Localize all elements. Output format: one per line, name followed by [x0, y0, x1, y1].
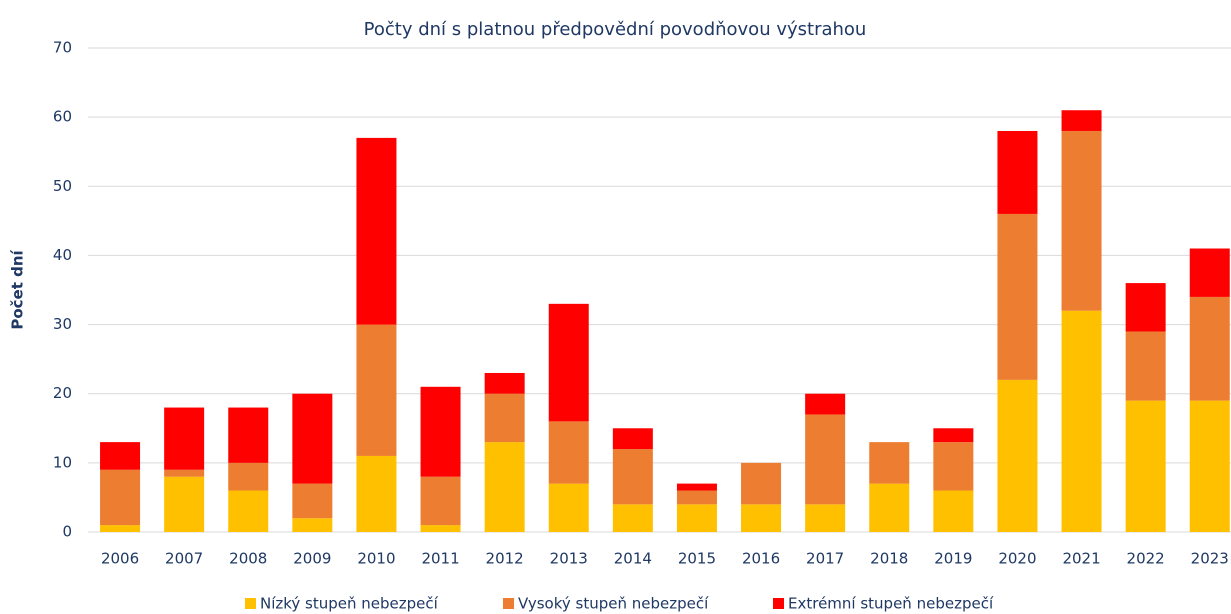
legend-label: Extrémní stupeň nebezpečí: [788, 595, 994, 613]
bar-segment: [548, 483, 589, 532]
bar-segment: [741, 462, 782, 505]
bar-segment: [1189, 400, 1230, 532]
legend-swatch: [245, 598, 256, 609]
y-tick-label: 20: [53, 384, 72, 402]
bar-segment: [1189, 248, 1230, 297]
bar-segment: [1125, 283, 1166, 332]
bar-segment: [997, 213, 1038, 380]
x-tick-label: 2022: [1127, 550, 1165, 568]
bar-segment: [676, 490, 717, 505]
x-tick-label: 2021: [1062, 550, 1100, 568]
chart-title: Počty dní s platnou předpovědní povodňov…: [364, 19, 867, 40]
x-tick-label: 2012: [486, 550, 524, 568]
x-tick-label: 2019: [934, 550, 972, 568]
bar-segment: [805, 414, 846, 505]
bar-segment: [164, 469, 205, 477]
bar-segment: [100, 442, 141, 470]
x-tick-label: 2010: [357, 550, 395, 568]
bar-segment: [356, 137, 397, 325]
bar-segment: [1061, 310, 1102, 532]
bar-segment: [676, 504, 717, 532]
legend-label: Nízký stupeň nebezpečí: [260, 595, 439, 613]
bar-segment: [164, 476, 205, 532]
x-tick-label: 2006: [101, 550, 139, 568]
bar-segment: [1189, 296, 1230, 401]
y-tick-label: 30: [53, 315, 72, 333]
y-tick-label: 60: [53, 108, 72, 126]
bar-segment: [484, 393, 525, 443]
bar-segment: [420, 386, 461, 477]
legend-label: Vysoký stupeň nebezpečí: [518, 595, 709, 613]
bar-segment: [356, 455, 397, 532]
x-tick-label: 2018: [870, 550, 908, 568]
bar-segment: [1125, 400, 1166, 532]
bar-segment: [100, 525, 141, 532]
y-tick-label: 50: [53, 177, 72, 195]
y-tick-label: 0: [62, 523, 72, 541]
x-tick-label: 2011: [421, 550, 459, 568]
y-tick-label: 40: [53, 246, 72, 264]
bar-segment: [1061, 110, 1102, 131]
bar-segment: [228, 462, 269, 491]
bar-segment: [997, 379, 1038, 532]
bar-segment: [805, 393, 846, 415]
y-tick-label: 70: [53, 39, 72, 57]
bar-segment: [228, 407, 269, 463]
bar-segment: [1125, 331, 1166, 401]
bar-segment: [612, 504, 653, 532]
bar-segment: [164, 407, 205, 470]
x-tick-label: 2014: [614, 550, 652, 568]
x-tick-label: 2007: [165, 550, 203, 568]
y-tick-label: 10: [53, 453, 72, 471]
x-tick-label: 2017: [806, 550, 844, 568]
bar-segment: [484, 442, 525, 532]
bar-segment: [228, 490, 269, 532]
y-axis-label: Počet dní: [9, 249, 27, 329]
bar-segment: [420, 525, 461, 532]
x-tick-label: 2009: [293, 550, 331, 568]
bar-segment: [292, 483, 333, 519]
bar-segment: [292, 518, 333, 532]
bar-segment: [100, 469, 141, 526]
bar-segment: [1061, 130, 1102, 311]
x-tick-label: 2015: [678, 550, 716, 568]
bar-segment: [741, 504, 782, 532]
bar-segment: [420, 476, 461, 526]
bar-segment: [997, 130, 1038, 214]
x-tick-label: 2008: [229, 550, 267, 568]
bar-segment: [805, 504, 846, 532]
legend-swatch: [773, 598, 784, 609]
x-tick-label: 2013: [550, 550, 588, 568]
x-tick-label: 2016: [742, 550, 780, 568]
bar-segment: [548, 421, 589, 484]
bar-segment: [292, 393, 333, 484]
legend-swatch: [503, 598, 514, 609]
bar-segment: [933, 428, 974, 443]
x-tick-label: 2023: [1191, 550, 1229, 568]
bar-segment: [933, 442, 974, 491]
bar-segment: [869, 442, 910, 484]
bar-segment: [612, 428, 653, 450]
bar-segment: [933, 490, 974, 532]
x-tick-label: 2020: [998, 550, 1036, 568]
bar-segment: [484, 372, 525, 394]
bar-segment: [676, 483, 717, 491]
bar-segment: [869, 483, 910, 532]
bar-segment: [548, 303, 589, 422]
bar-segment: [612, 449, 653, 505]
bar-segment: [356, 324, 397, 456]
